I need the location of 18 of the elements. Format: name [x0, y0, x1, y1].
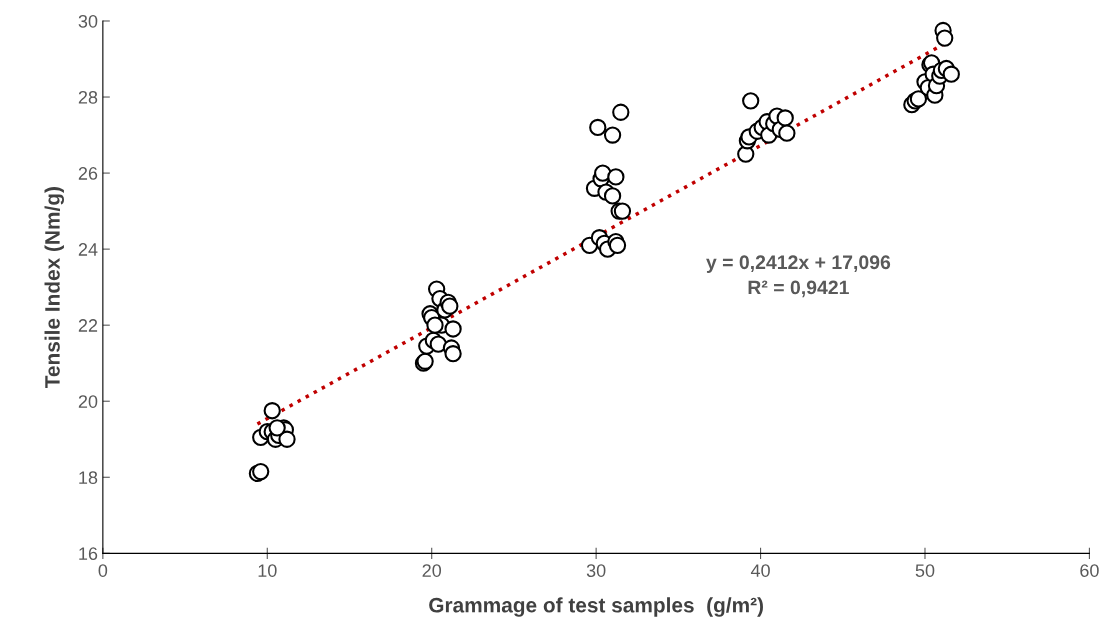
y-tick-label: 22: [78, 319, 98, 332]
x-tick-label: 30: [586, 564, 606, 577]
y-tick-label: 26: [78, 167, 98, 180]
y-tick-label: 30: [78, 14, 98, 28]
y-tick-label: 28: [78, 90, 98, 104]
y-axis-title: Tensile Index (Nm/g): [44, 187, 65, 389]
y-tick-label: 16: [79, 547, 98, 561]
x-tick-label: 60: [1080, 564, 1099, 577]
y-tick-label: 18: [79, 471, 98, 484]
x-tick-label: 10: [258, 564, 277, 577]
x-axis-title: Grammage of test samples (g/m²): [429, 597, 763, 617]
y-tick-label: 24: [78, 243, 98, 256]
annotation: y = 0,2412x + 17,096 R² = 0,9421: [706, 255, 891, 298]
x-tick-label: 20: [422, 564, 442, 577]
y-tick-label: 20: [78, 395, 98, 408]
x-tick-label: 50: [915, 564, 935, 577]
x-tick-label: 40: [750, 564, 770, 577]
x-tick-label: 0: [98, 564, 108, 577]
